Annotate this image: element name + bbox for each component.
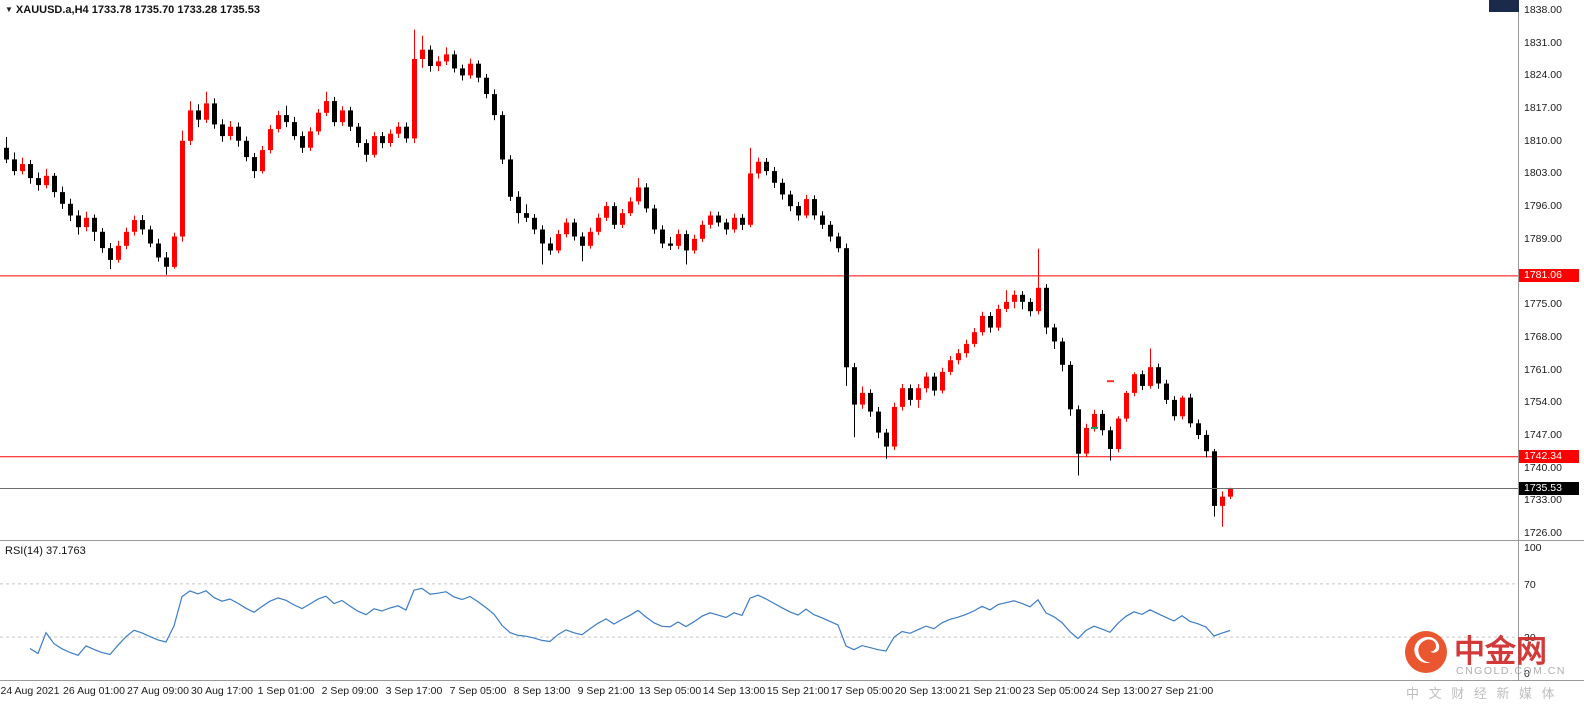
collapse-triangle-icon[interactable]: ▼ [5, 5, 13, 14]
rsi-scale-label: 0 [1524, 668, 1530, 680]
rsi-scale-label: 100 [1524, 542, 1542, 554]
buy-marker [1091, 426, 1098, 429]
time-axis-label: 3 Sep 17:00 [385, 685, 443, 697]
symbol-ohlc-text: XAUUSD.a,H4 1733.78 1735.70 1733.28 1735… [15, 4, 260, 16]
price-scale-label: 1803.00 [1524, 167, 1562, 179]
rsi-scale-label: 30 [1524, 632, 1536, 644]
candles-series [4, 29, 1233, 527]
time-axis-label: 1 Sep 01:00 [257, 685, 315, 697]
price-scale-label: 1810.00 [1524, 135, 1562, 147]
chart-symbol-ohlc-header: ▼ XAUUSD.a,H4 1733.78 1735.70 1733.28 173… [5, 4, 260, 16]
price-scale-label: 1831.00 [1524, 37, 1562, 49]
time-axis-label: 17 Sep 05:00 [830, 685, 894, 697]
sell-marker [1107, 380, 1114, 383]
price-scale-separator [1518, 0, 1519, 680]
price-scale-label: 1796.00 [1524, 200, 1562, 212]
price-scale-label: 1768.00 [1524, 331, 1562, 343]
price-scale-label: 1733.00 [1524, 494, 1562, 506]
price-scale-label: 1740.00 [1524, 462, 1562, 474]
rsi-line [29, 587, 1231, 657]
price-scale-label: 1761.00 [1524, 364, 1562, 376]
time-axis-label: 9 Sep 21:00 [577, 685, 635, 697]
time-axis-label: 15 Sep 21:00 [766, 685, 830, 697]
price-scale-label: 1775.00 [1524, 298, 1562, 310]
main-price-chart[interactable] [0, 0, 1518, 540]
time-axis-label: 7 Sep 05:00 [449, 685, 507, 697]
time-axis-label: 20 Sep 13:00 [894, 685, 958, 697]
price-scale-label: 1754.00 [1524, 396, 1562, 408]
watermark-domain: CNGOLD.COM.CN [1456, 665, 1566, 677]
pane-separator[interactable] [0, 540, 1584, 541]
watermark-tagline: 中 文 财 经 新 媒 体 [1406, 686, 1558, 701]
watermark-cngold: 中金网 CNGOLD.COM.CN 中 文 财 经 新 媒 体 [1404, 626, 1584, 702]
rsi-indicator-label: RSI(14) 37.1763 [5, 545, 86, 557]
time-axis-label: 8 Sep 13:00 [513, 685, 571, 697]
time-axis-label: 24 Sep 13:00 [1086, 685, 1150, 697]
rsi-scale-label: 70 [1524, 579, 1536, 591]
scroll-position-marker [1489, 0, 1519, 12]
hline-price-badge: 1742.34 [1519, 450, 1579, 463]
time-axis-label: 24 Aug 2021 [0, 685, 60, 697]
time-axis-label: 14 Sep 13:00 [702, 685, 766, 697]
price-scale-label: 1817.00 [1524, 102, 1562, 114]
time-axis-label: 23 Sep 05:00 [1022, 685, 1086, 697]
cngold-logo-icon [1405, 631, 1447, 673]
price-scale-label: 1789.00 [1524, 233, 1562, 245]
watermark-brand: 中金网 [1454, 634, 1547, 669]
time-axis-label: 27 Sep 21:00 [1150, 685, 1214, 697]
price-scale-label: 1726.00 [1524, 527, 1562, 539]
hline-price-badge: 1781.06 [1519, 269, 1579, 282]
time-axis-label: 21 Sep 21:00 [958, 685, 1022, 697]
price-scale-label: 1747.00 [1524, 429, 1562, 441]
time-axis-separator [0, 680, 1584, 681]
current-price-badge: 1735.53 [1519, 482, 1579, 495]
time-axis-label: 30 Aug 17:00 [191, 685, 253, 697]
rsi-indicator-pane[interactable] [0, 541, 1518, 680]
time-axis-label: 13 Sep 05:00 [638, 685, 702, 697]
price-scale-label: 1838.00 [1524, 4, 1562, 16]
time-axis-label: 27 Aug 09:00 [127, 685, 189, 697]
price-scale-label: 1824.00 [1524, 69, 1562, 81]
time-axis-label: 2 Sep 09:00 [321, 685, 379, 697]
time-axis-label: 26 Aug 01:00 [63, 685, 125, 697]
